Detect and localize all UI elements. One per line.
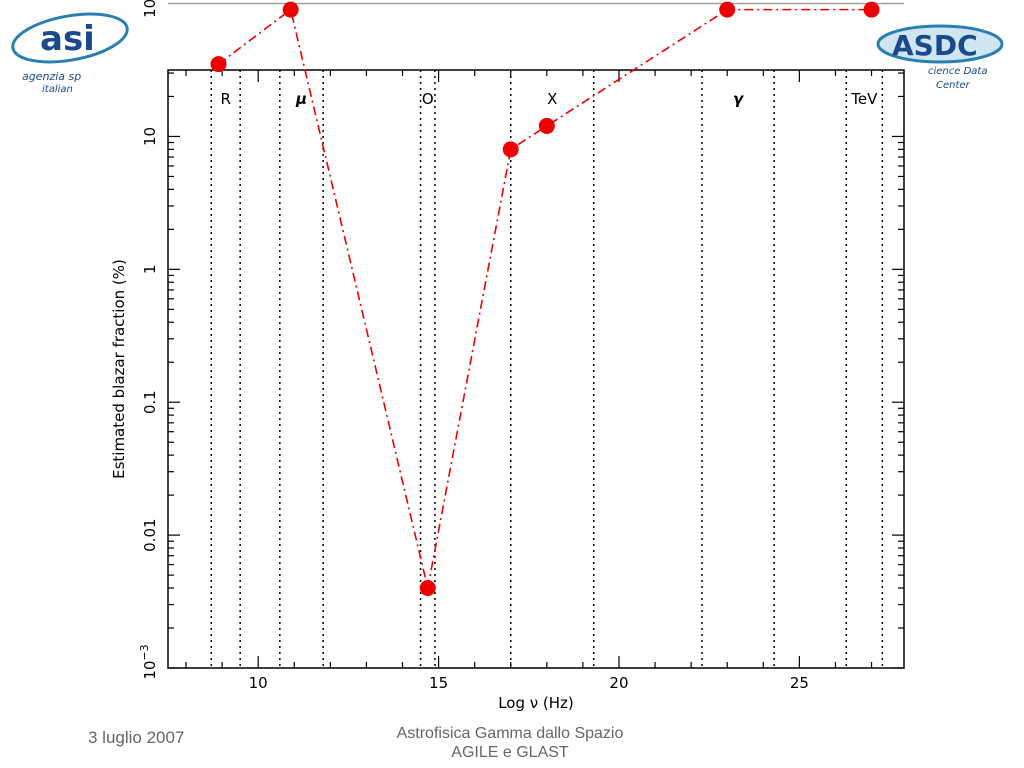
asi-logo: asi agenzia sp italian [11,12,129,95]
band-lines [210,70,884,668]
band-label-0: R [221,90,231,108]
asdc-logo: ASDC cience Data Center [876,24,1004,91]
data-point [719,1,736,18]
data-point [538,117,555,134]
plot-frame [167,69,905,669]
data-point [282,1,299,18]
data-point [210,56,227,73]
asi-logo-line2: italian [42,84,73,95]
y-tick-label-5: 100 [141,0,159,18]
x-tick-label-3: 25 [790,674,809,692]
footer-title-line1: Astrofisica Gamma dallo Spazio [396,725,624,742]
y-tick-label-4: 10 [141,127,159,146]
asdc-logo-line2: Center [936,80,971,91]
data-point [419,579,436,596]
y-axis-title: Estimated blazar fraction (%) [110,259,128,479]
y-tick-label-1: 0.01 [141,518,159,551]
data-point [502,141,519,158]
x-tick-label-1: 15 [429,674,448,692]
asdc-logo-line1: cience Data [928,66,987,77]
band-label-5: TeV [850,90,878,108]
footer-title-line2: AGILE e GLAST [451,744,569,761]
asi-logo-mark: asi [40,19,95,59]
footer-date: 3 luglio 2007 [88,728,185,747]
data-point [863,1,880,18]
axis-ticks [168,70,904,669]
band-label-4: γ [733,90,745,108]
band-label-1: μ [295,90,307,108]
band-label-3: X [547,90,557,108]
y-tick-label-0: 10−3 [138,644,159,679]
x-tick-label-2: 20 [609,674,628,692]
asdc-logo-mark: ASDC [892,29,978,62]
asi-logo-line1: agenzia sp [22,70,81,83]
band-label-2: O [422,90,434,108]
y-tick-label-2: 0.1 [141,390,159,414]
data-series [210,1,880,596]
y-tick-label-3: 1 [141,265,159,275]
x-axis-title: Log ν (Hz) [498,694,574,712]
x-tick-label-0: 10 [249,674,268,692]
footer-title: Astrofisica Gamma dallo Spazio AGILE e G… [330,724,690,762]
